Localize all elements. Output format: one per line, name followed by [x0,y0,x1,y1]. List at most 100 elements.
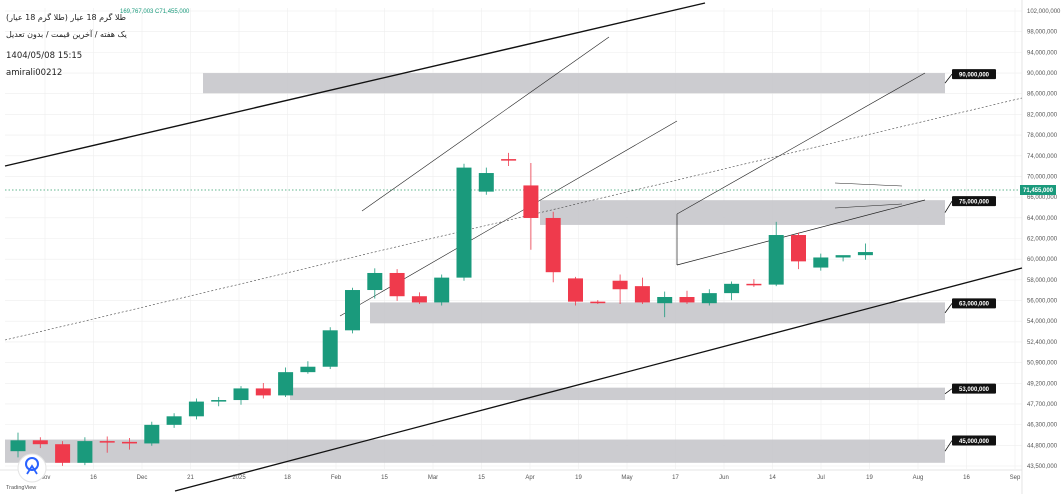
time-tick-label: Jul [817,475,825,481]
price-tick-label: 46,300,000 [1027,423,1058,429]
zone-label-text: 63,000,000 [959,302,990,308]
candle-body [791,235,806,262]
price-tick-label: 102,000,000 [1027,9,1061,15]
candle-body [501,159,517,161]
candle [389,269,405,301]
time-tick-label: 18 [284,475,291,481]
ohlc-readout: 169,767,003 C71,455,000 [120,9,190,15]
zone-label-text: 45,000,000 [959,439,990,445]
zone-label-connector [944,73,953,84]
zone-label-text: 90,000,000 [959,72,990,78]
candle [99,436,115,453]
time-tick-label: 2025 [232,475,246,481]
candle [10,432,26,458]
chart-subtitle: یک هفته / آخرین قیمت / بدون تعدیل [6,29,127,39]
candle [278,367,294,397]
price-tick-label: 98,000,000 [1027,30,1058,36]
time-tick-label: 15 [478,475,485,481]
candle-body [857,252,873,256]
candle [523,162,539,250]
price-tick-label: 49,200,000 [1027,381,1058,387]
last-price-tag: 71,455,000 [1020,185,1056,195]
candle [300,361,316,374]
candle-body [77,441,93,463]
candle [345,287,360,334]
time-tick-label: Sep [1010,475,1021,481]
candle-body [322,330,338,367]
time-tick-label: 19 [575,475,582,481]
lower-channel-line [174,267,1023,492]
candle [568,276,583,306]
price-tick-label: 66,000,000 [1027,195,1058,201]
candle [746,279,762,287]
zone-label-connector [944,200,953,213]
candle [32,437,48,449]
trend-lines [4,2,1023,492]
time-tick-label: Feb [331,475,342,481]
price-tick-label: 44,800,000 [1027,443,1058,449]
price-tick-label: 43,500,000 [1027,464,1058,470]
candle [768,221,784,287]
candle-body [724,283,740,294]
candle-body [278,372,294,396]
candles [10,152,873,466]
price-tick-label: 86,000,000 [1027,92,1058,98]
time-tick-label: Nov [40,475,51,481]
candle [612,274,628,304]
candle [77,437,93,466]
candle [634,277,650,304]
candle-body [657,296,673,304]
candle-body [122,441,137,444]
candle [456,163,472,281]
candle [501,152,517,167]
time-tick-label: 19 [866,475,873,481]
price-axis[interactable]: 102,000,000 98,000,000 94,000,000 90,000,00… [1027,9,1061,470]
candle-body [166,416,182,425]
time-axis[interactable]: Nov 16 Dec 21 2025 18 Feb 15 Mar 15 Apr 19 May 17 Jun 1… [40,475,1021,481]
zone-band [203,73,945,94]
price-tick-label: 60,000,000 [1027,257,1058,263]
candle-body [211,400,227,402]
price-tick-label: 52,400,000 [1027,340,1058,346]
candle-body [345,290,360,331]
candle-body [456,167,472,278]
inner-channel-top [361,36,610,212]
wedge-top-line [676,72,926,215]
candle-body [835,255,851,258]
candle-body [590,301,606,304]
candle-body [612,280,628,290]
zone-label-box [952,435,996,446]
zone-band [370,302,945,324]
candle [545,211,561,283]
candle [813,253,829,271]
candle-body [701,293,717,304]
candle [166,413,182,428]
candle-body [255,388,271,396]
price-tick-label: 56,000,000 [1027,299,1058,305]
chart-title: طلا گرم 18 عیار (طلا گرم 18 عیار) [6,12,126,22]
zone-band [290,387,945,401]
price-tick-label: 94,000,000 [1027,50,1058,56]
candle-body [746,283,762,286]
candle [791,232,806,270]
price-tick-label: 62,000,000 [1027,237,1058,243]
price-tick-label: 74,000,000 [1027,154,1058,160]
wedge-bottom-line [676,199,926,266]
candle-body [568,278,583,302]
candle-body [434,277,450,303]
zone-label-box [952,298,996,309]
last-price-label: 71,455,000 [1023,188,1054,194]
candle [679,290,695,304]
candle-body [233,388,249,401]
price-tick-label: 47,700,000 [1027,402,1058,408]
candle [590,300,606,304]
price-tick-label: 54,000,000 [1027,319,1058,325]
candle [55,441,71,466]
small-triangle-top [834,182,903,187]
candle [211,396,227,407]
candle [478,167,494,195]
candle-body [32,440,48,445]
tradingview-logo-icon[interactable] [17,453,47,483]
time-tick-label: Mar [428,475,438,481]
